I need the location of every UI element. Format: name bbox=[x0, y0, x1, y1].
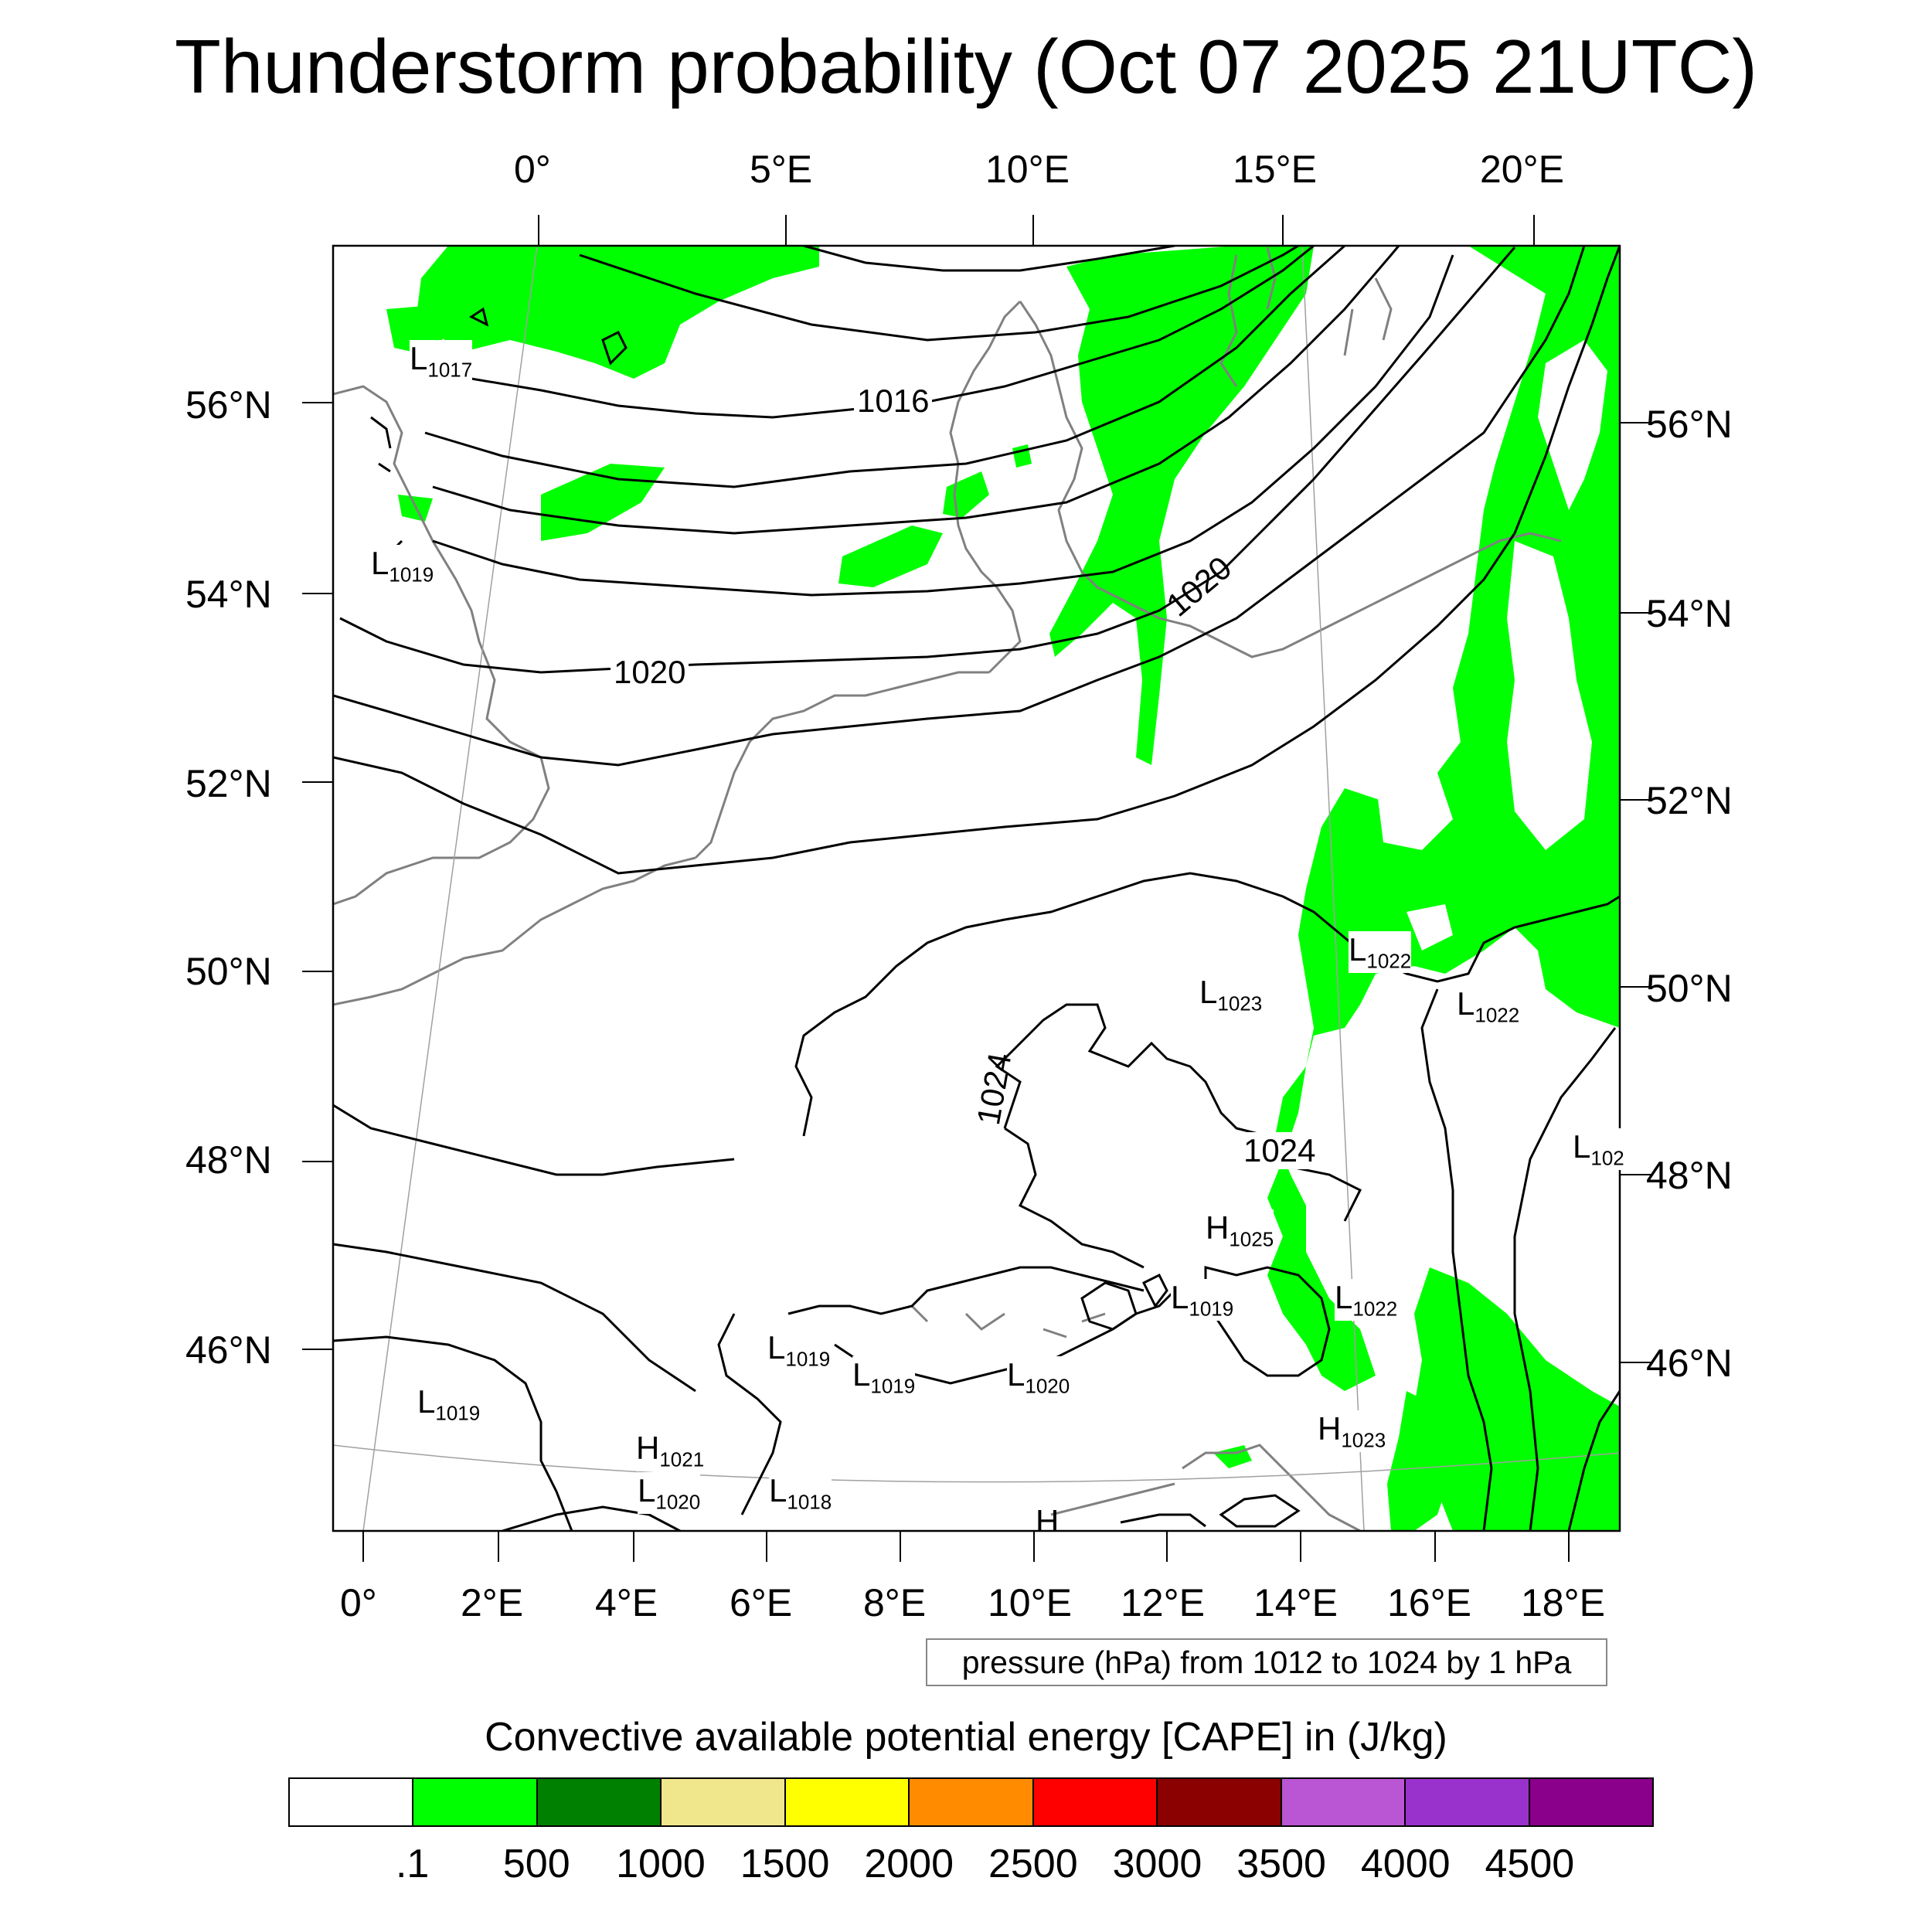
colorbar-label: 1500 bbox=[740, 1842, 830, 1886]
bottom-lon-label: 16°E bbox=[1387, 1581, 1471, 1624]
high-center: H bbox=[1036, 1503, 1060, 1531]
left-lat-label: 52°N bbox=[185, 762, 272, 805]
cape-colorbar bbox=[288, 1777, 1654, 1827]
bottom-lon-label: 0° bbox=[340, 1581, 377, 1624]
colorbar-swatch bbox=[537, 1779, 662, 1825]
isobar-label: 1016 bbox=[854, 383, 933, 420]
bottom-lon-label: 12°E bbox=[1121, 1581, 1205, 1624]
colorbar-swatch bbox=[1406, 1779, 1530, 1825]
left-lat-label: 56°N bbox=[185, 383, 272, 427]
bottom-lon-label: 14°E bbox=[1253, 1581, 1338, 1624]
colorbar-swatch bbox=[1281, 1779, 1406, 1825]
coast-france-north bbox=[694, 671, 989, 859]
top-lon-label: 5°E bbox=[750, 148, 813, 191]
low-center: L1019 bbox=[1171, 1279, 1234, 1321]
left-lat-label: 46°N bbox=[185, 1328, 272, 1372]
pressure-contour-note: pressure (hPa) from 1012 to 1024 by 1 hP… bbox=[926, 1638, 1607, 1686]
right-lat-label: 54°N bbox=[1646, 592, 1733, 635]
coast-italy bbox=[1050, 1482, 1175, 1516]
bottom-lon-label: 18°E bbox=[1521, 1581, 1605, 1624]
coast-scotland bbox=[333, 385, 550, 906]
left-lat-label: 54°N bbox=[185, 573, 272, 616]
bottom-lon-label: 2°E bbox=[461, 1581, 524, 1624]
right-lat-label: 52°N bbox=[1646, 779, 1733, 822]
right-lat-label: 46°N bbox=[1646, 1342, 1733, 1385]
colorbar-label: 2500 bbox=[988, 1842, 1078, 1886]
colorbar-swatch bbox=[910, 1779, 1034, 1825]
isobar-alps-swirl bbox=[1080, 1273, 1168, 1331]
colorbar-swatch bbox=[1529, 1779, 1652, 1825]
top-lon-label: 15°E bbox=[1233, 148, 1317, 191]
isobar-alps-2 bbox=[787, 1266, 1145, 1315]
colorbar-label: .1 bbox=[395, 1842, 430, 1886]
bottom-lon-label: 8°E bbox=[863, 1581, 927, 1624]
top-lon-label: 10°E bbox=[985, 148, 1070, 191]
high-center: H1021 bbox=[636, 1430, 705, 1472]
isobar-1024-inner bbox=[995, 1003, 1362, 1222]
low-center: L1023 bbox=[1199, 974, 1263, 1016]
high-center: H1023 bbox=[1318, 1410, 1386, 1453]
colorbar-swatch bbox=[785, 1779, 910, 1825]
high-center: H1025 bbox=[1206, 1209, 1274, 1252]
right-lat-label: 56°N bbox=[1646, 403, 1733, 446]
colorbar-label: 4500 bbox=[1485, 1842, 1575, 1886]
isobar-1024-left bbox=[1004, 1127, 1145, 1269]
left-lat-label: 48°N bbox=[185, 1138, 272, 1182]
low-center: L1022 bbox=[1457, 985, 1520, 1028]
isobar-label: 1020 bbox=[611, 654, 689, 691]
low-center: L1019 bbox=[767, 1329, 831, 1372]
cape-region-denmark-sea bbox=[838, 526, 943, 587]
colorbar-label: 2000 bbox=[864, 1842, 954, 1886]
low-center: L102 bbox=[1573, 1128, 1624, 1171]
colorbar-swatch bbox=[1158, 1779, 1282, 1825]
low-center: L1019 bbox=[417, 1383, 481, 1426]
low-center: L1020 bbox=[1007, 1356, 1070, 1399]
colorbar-swatch bbox=[413, 1779, 538, 1825]
low-center: L1018 bbox=[769, 1472, 832, 1515]
isobar-south-west2 bbox=[333, 1335, 573, 1531]
isobar-1023-n bbox=[333, 1104, 735, 1176]
isobar-south-2 bbox=[1120, 1513, 1206, 1528]
low-center: L1019 bbox=[371, 545, 434, 587]
cape-field bbox=[386, 246, 1620, 1531]
coast-adriatic bbox=[1182, 1444, 1361, 1531]
cape-region-jutland bbox=[943, 471, 989, 518]
right-lat-label: 50°N bbox=[1646, 967, 1733, 1010]
top-lon-label: 0° bbox=[514, 148, 551, 191]
colorbar-swatch bbox=[1033, 1779, 1158, 1825]
left-lat-label: 50°N bbox=[185, 950, 272, 993]
colorbar-swatch bbox=[290, 1779, 414, 1825]
colorbar-label: 3500 bbox=[1236, 1842, 1326, 1886]
low-center: L1017 bbox=[410, 340, 473, 383]
bottom-lon-label: 6°E bbox=[730, 1581, 793, 1624]
low-center: L1022 bbox=[1335, 1279, 1398, 1321]
top-lon-label: 20°E bbox=[1480, 148, 1564, 191]
coast-lakes bbox=[910, 1304, 1106, 1338]
isobar-south-3 bbox=[1219, 1494, 1301, 1528]
bottom-lon-label: 4°E bbox=[595, 1581, 658, 1624]
low-center: L1020 bbox=[638, 1472, 701, 1515]
cape-region-dk-east bbox=[1012, 444, 1032, 468]
isobar-south-west bbox=[333, 1243, 696, 1393]
coast-uk-south bbox=[333, 856, 696, 1006]
map-title: Thunderstorm probability (Oct 07 2025 21… bbox=[175, 24, 1757, 109]
low-center: L1019 bbox=[852, 1356, 916, 1399]
bottom-lon-label: 10°E bbox=[988, 1581, 1072, 1624]
colorbar-label: 1000 bbox=[616, 1842, 706, 1886]
colorbar-label: 3000 bbox=[1112, 1842, 1202, 1886]
low-center: L1022 bbox=[1349, 931, 1412, 974]
colorbar-swatch bbox=[662, 1779, 786, 1825]
colorbar-title: Convective available potential energy [C… bbox=[485, 1715, 1447, 1760]
colorbar-label: 500 bbox=[502, 1842, 570, 1886]
isobar-label: 1024 bbox=[1240, 1132, 1319, 1169]
colorbar-label: 4000 bbox=[1360, 1842, 1451, 1886]
right-lat-label: 48°N bbox=[1646, 1154, 1733, 1197]
